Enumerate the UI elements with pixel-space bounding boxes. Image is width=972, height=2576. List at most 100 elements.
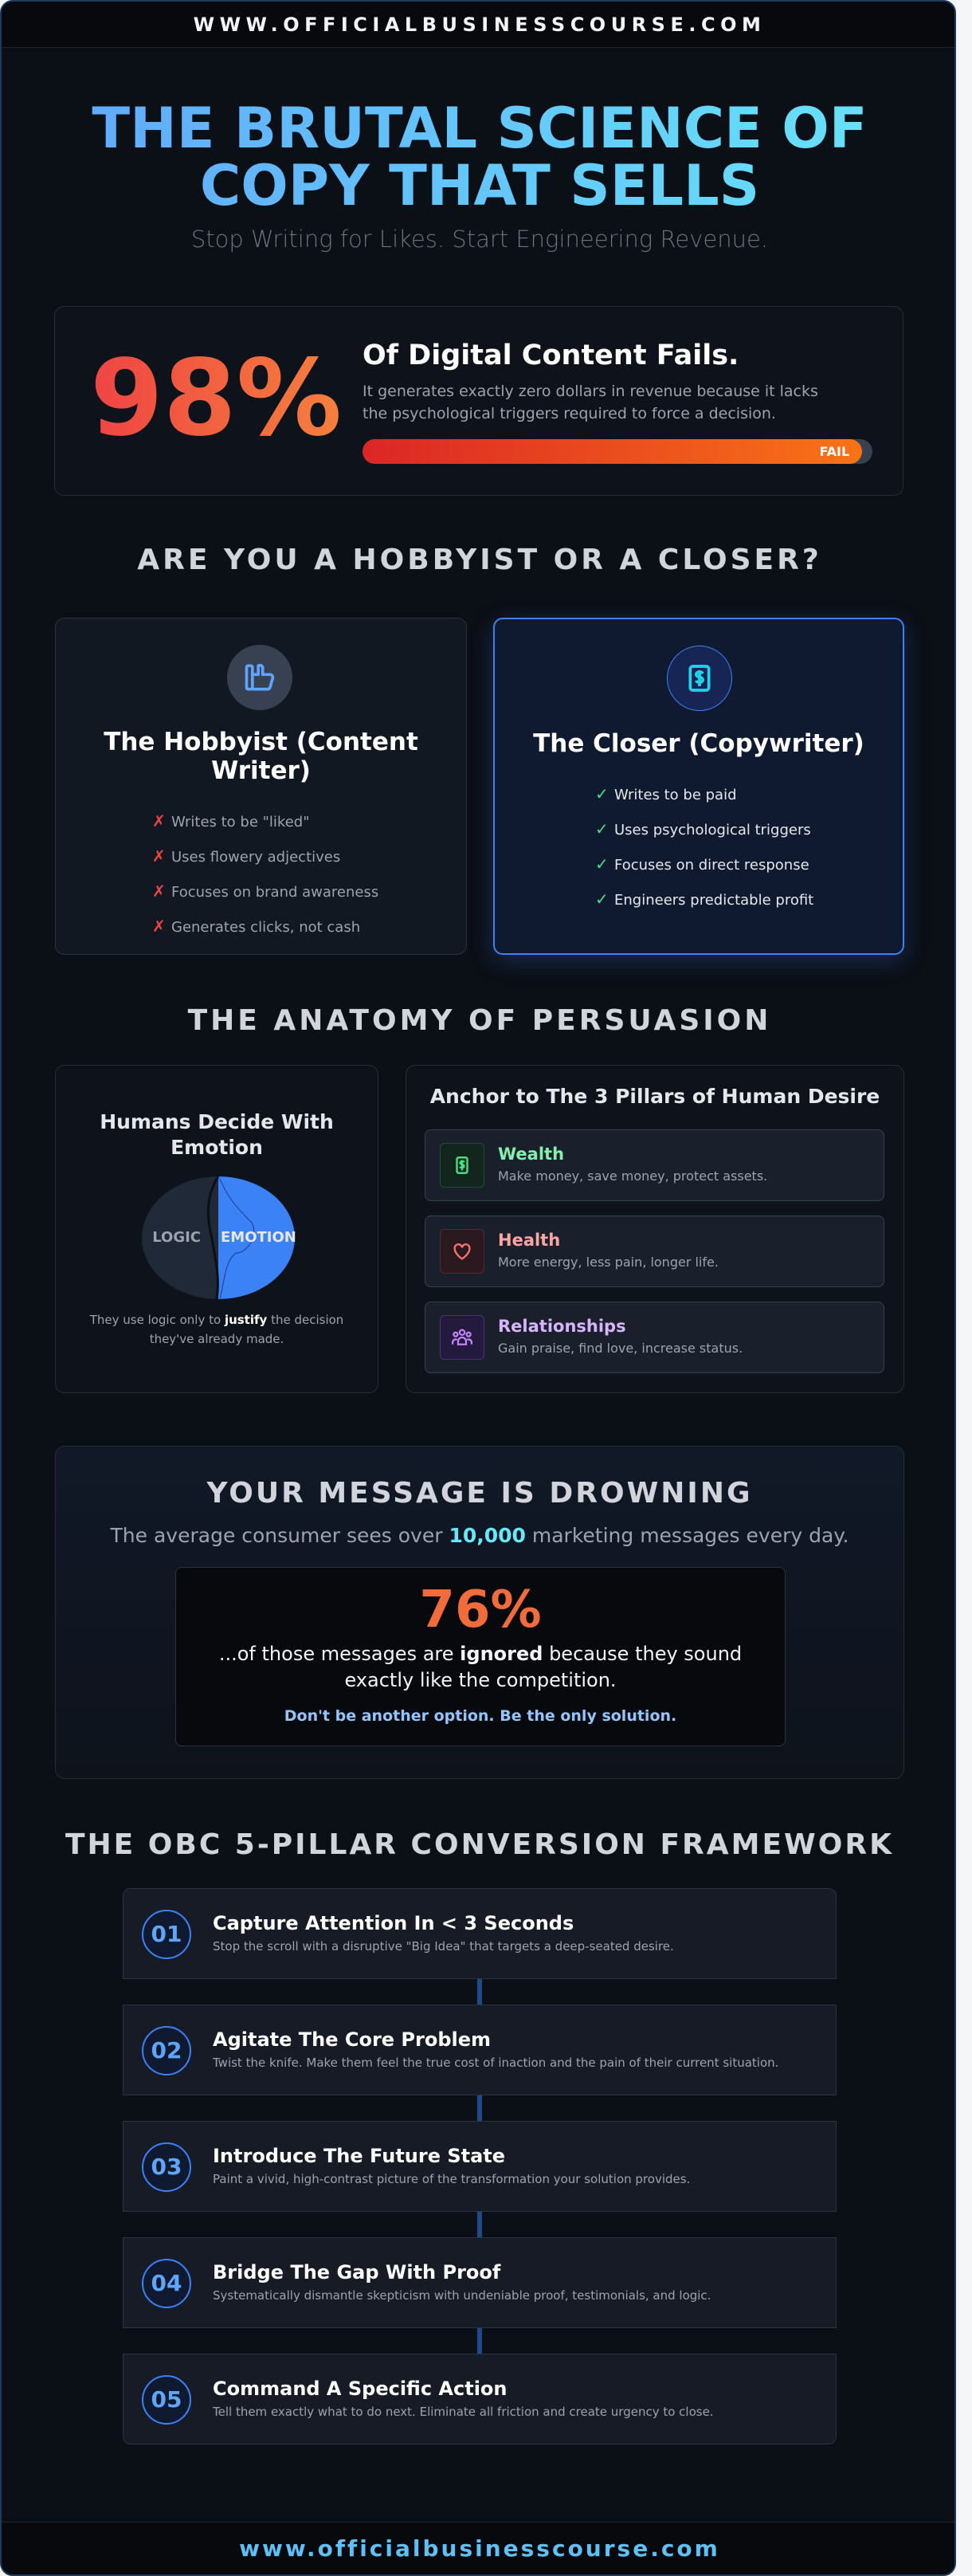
hobbyist-card: The Hobbyist (Content Writer) ✗ Writes to…: [55, 618, 467, 955]
ignored-text: ...of those messages are ignored because…: [176, 1641, 785, 1694]
framework-step: 05 Command A Specific Action Tell them exa…: [123, 2354, 837, 2444]
step-connector: [477, 2095, 482, 2121]
hero-title-line1: THE BRUTAL SCIENCE OF: [2, 98, 954, 159]
step-desc: Tell them exactly what to do next. Elimi…: [213, 2405, 714, 2419]
hero-title-line2: COPY THAT SELLS: [2, 155, 954, 216]
hobbyist-list-item: ✗ Writes to be "liked": [152, 811, 309, 831]
step-desc: Paint a vivid, high-contrast picture of …: [213, 2172, 691, 2186]
cross-icon: ✗: [152, 917, 166, 936]
anatomy-heading: THE ANATOMY OF PERSUASION: [187, 1004, 772, 1037]
ignored-stat: 76%: [419, 1581, 542, 1639]
sub-text: marketing messages every day.: [525, 1524, 849, 1547]
closer-list-item: ✓ Writes to be paid: [595, 784, 737, 803]
logic-label: LOGIC: [152, 1229, 201, 1246]
ignored-bold: ignored: [460, 1643, 543, 1665]
pillars-title: Anchor to The 3 Pillars of Human Desire: [429, 1085, 880, 1108]
messages-count: 10,000: [449, 1524, 526, 1547]
check-icon: ✓: [595, 854, 609, 874]
closer-list-item: ✓ Focuses on direct response: [595, 854, 809, 874]
step-title: Introduce The Future State: [213, 2145, 506, 2167]
footer-url: www.officialbusinesscourse.com: [2, 2522, 954, 2574]
pillar-wealth: Wealth Make money, save money, protect as…: [425, 1129, 884, 1201]
dollar-icon: [440, 1143, 484, 1188]
step-desc: Twist the knife. Make them feel the true…: [213, 2056, 779, 2070]
caption-text: They use logic only to: [89, 1313, 225, 1327]
stat-card: 98% Of Digital Content Fails. It generat…: [54, 306, 903, 496]
drowning-sub: The average consumer sees over 10,000 ma…: [56, 1524, 903, 1547]
emotion-label: EMOTION: [221, 1229, 296, 1246]
thumbs-up-icon: [227, 645, 292, 710]
stat-title: Of Digital Content Fails.: [363, 340, 739, 371]
closer-list-item: ✓ Engineers predictable profit: [595, 889, 813, 909]
drowning-card: YOUR MESSAGE IS DROWNING The average con…: [55, 1446, 904, 1779]
brain-caption: They use logic only to justify the decis…: [56, 1310, 378, 1349]
hobbyist-title-2: Writer): [211, 756, 311, 785]
list-item-text: Focuses on brand awareness: [171, 884, 379, 901]
framework-step: 04 Bridge The Gap With Proof Systematicall…: [123, 2237, 837, 2328]
brain-diagram: LOGIC EMOTION: [142, 1176, 296, 1300]
step-title: Agitate The Core Problem: [213, 2028, 492, 2051]
cross-icon: ✗: [152, 846, 166, 866]
dollar-document-icon: [667, 646, 732, 711]
comparison-heading: ARE YOU A HOBBYIST OR A CLOSER?: [137, 544, 822, 576]
ignored-text-3: exactly like the competition.: [344, 1669, 617, 1691]
list-item-text: Uses flowery adjectives: [171, 849, 341, 866]
closer-list-item: ✓ Uses psychological triggers: [595, 819, 811, 838]
step-title: Capture Attention In < 3 Seconds: [213, 1912, 574, 1934]
pillar-health: Health More energy, less pain, longer lif…: [425, 1215, 884, 1287]
step-connector: [477, 1979, 482, 2005]
step-connector: [477, 2212, 482, 2237]
drowning-heading: YOUR MESSAGE IS DROWNING: [206, 1477, 753, 1510]
step-number: 01: [142, 1910, 191, 1959]
framework-step: 03 Introduce The Future State Paint a vivi…: [123, 2121, 837, 2212]
fail-label: FAIL: [819, 444, 850, 459]
check-icon: ✓: [595, 819, 609, 838]
closer-card: The Closer (Copywriter) ✓ Writes to be pa…: [493, 618, 904, 955]
hero-subtitle: Stop Writing for Likes. Start Engineerin…: [190, 226, 769, 253]
stat-value: 98%: [90, 337, 342, 460]
step-title: Command A Specific Action: [213, 2378, 508, 2400]
pillar-name: Wealth: [498, 1145, 565, 1164]
hobbyist-title-1: The Hobbyist (Content: [104, 728, 418, 756]
brain-title-1: Humans Decide With: [100, 1110, 334, 1133]
step-number: 03: [142, 2142, 191, 2192]
list-item-text: Uses psychological triggers: [614, 822, 811, 838]
list-item-text: Engineers predictable profit: [614, 892, 814, 909]
list-item-text: Generates clicks, not cash: [171, 919, 361, 936]
caption-bold: justify: [224, 1313, 268, 1327]
step-number: 05: [142, 2375, 191, 2425]
brain-title-2: Emotion: [170, 1136, 263, 1159]
pillar-relationships: Relationships Gain praise, find love, inc…: [425, 1302, 884, 1373]
pillar-desc: More energy, less pain, longer life.: [498, 1255, 719, 1270]
logic-hemisphere: [142, 1176, 218, 1299]
pillar-desc: Make money, save money, protect assets.: [498, 1168, 768, 1184]
framework-step: 02 Agitate The Core Problem Twist the knif…: [123, 2005, 837, 2095]
hobbyist-list-item: ✗ Uses flowery adjectives: [152, 846, 340, 866]
framework-step: 01 Capture Attention In < 3 Seconds Stop t…: [123, 1888, 837, 1979]
stat-desc-2: the psychological triggers required to f…: [363, 405, 776, 422]
cross-icon: ✗: [152, 882, 166, 901]
step-title: Bridge The Gap With Proof: [213, 2261, 501, 2283]
ignored-stat-box: 76% ...of those messages are ignored bec…: [175, 1567, 786, 1746]
fail-progress-bar: FAIL: [363, 439, 872, 464]
sub-text: The average consumer sees over: [110, 1524, 449, 1547]
step-desc: Stop the scroll with a disruptive "Big I…: [213, 1939, 674, 1954]
step-desc: Systematically dismantle skepticism with…: [213, 2288, 711, 2303]
heart-icon: [440, 1229, 484, 1274]
cta-text: Don't be another option. Be the only sol…: [284, 1707, 677, 1725]
brain-card: Humans Decide With Emotion LOGIC EMOTION…: [55, 1065, 378, 1393]
pillar-name: Health: [498, 1231, 561, 1250]
header-url: WWW.OFFICIALBUSINESSCOURSE.COM: [2, 2, 954, 48]
people-icon: [440, 1315, 484, 1360]
check-icon: ✓: [595, 889, 609, 909]
step-connector: [477, 2328, 482, 2354]
list-item-text: Focuses on direct response: [614, 857, 809, 874]
caption-text: the decision: [267, 1313, 344, 1327]
ignored-text-1: ...of those messages are: [218, 1643, 461, 1665]
hobbyist-list-item: ✗ Focuses on brand awareness: [152, 882, 378, 901]
list-item-text: Writes to be "liked": [171, 814, 310, 831]
pillar-desc: Gain praise, find love, increase status.: [498, 1341, 743, 1356]
step-number: 02: [142, 2026, 191, 2075]
framework-heading: THE OBC 5-PILLAR CONVERSION FRAMEWORK: [65, 1828, 894, 1861]
